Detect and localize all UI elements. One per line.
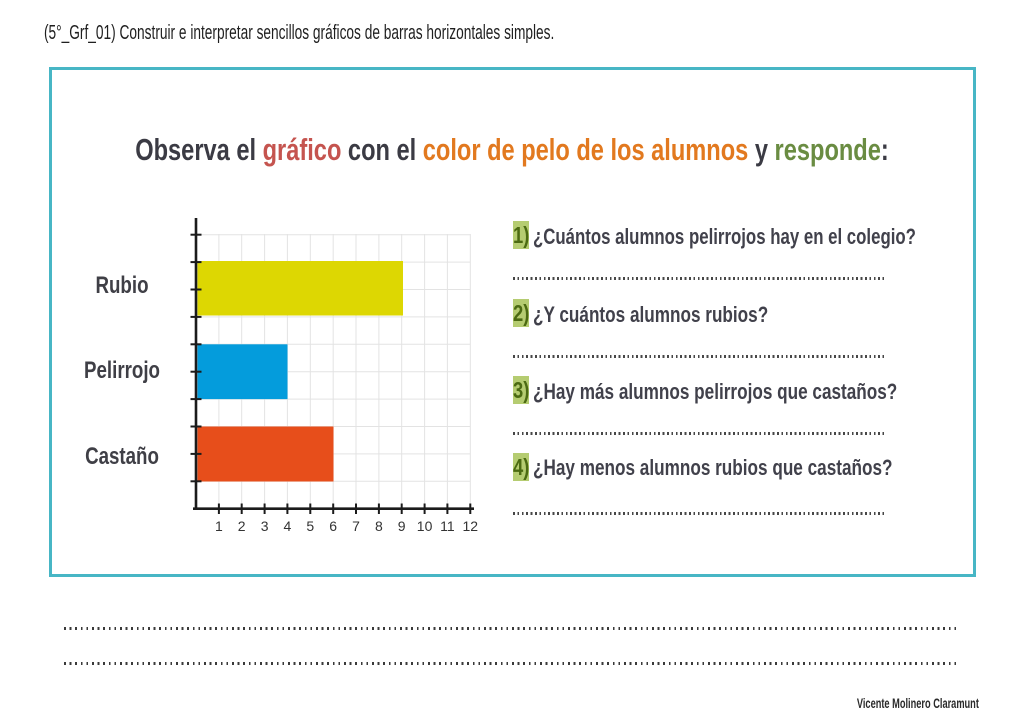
svg-text:6: 6 bbox=[329, 518, 337, 534]
svg-text:10: 10 bbox=[417, 518, 433, 534]
svg-text:4: 4 bbox=[284, 518, 292, 534]
svg-text:9: 9 bbox=[398, 518, 406, 534]
svg-text:12: 12 bbox=[463, 518, 479, 534]
svg-text:1: 1 bbox=[215, 518, 223, 534]
svg-text:8: 8 bbox=[375, 518, 383, 534]
svg-text:7: 7 bbox=[352, 518, 360, 534]
svg-text:5: 5 bbox=[306, 518, 314, 534]
svg-text:2: 2 bbox=[238, 518, 246, 534]
svg-text:3: 3 bbox=[261, 518, 269, 534]
svg-text:11: 11 bbox=[440, 518, 455, 534]
